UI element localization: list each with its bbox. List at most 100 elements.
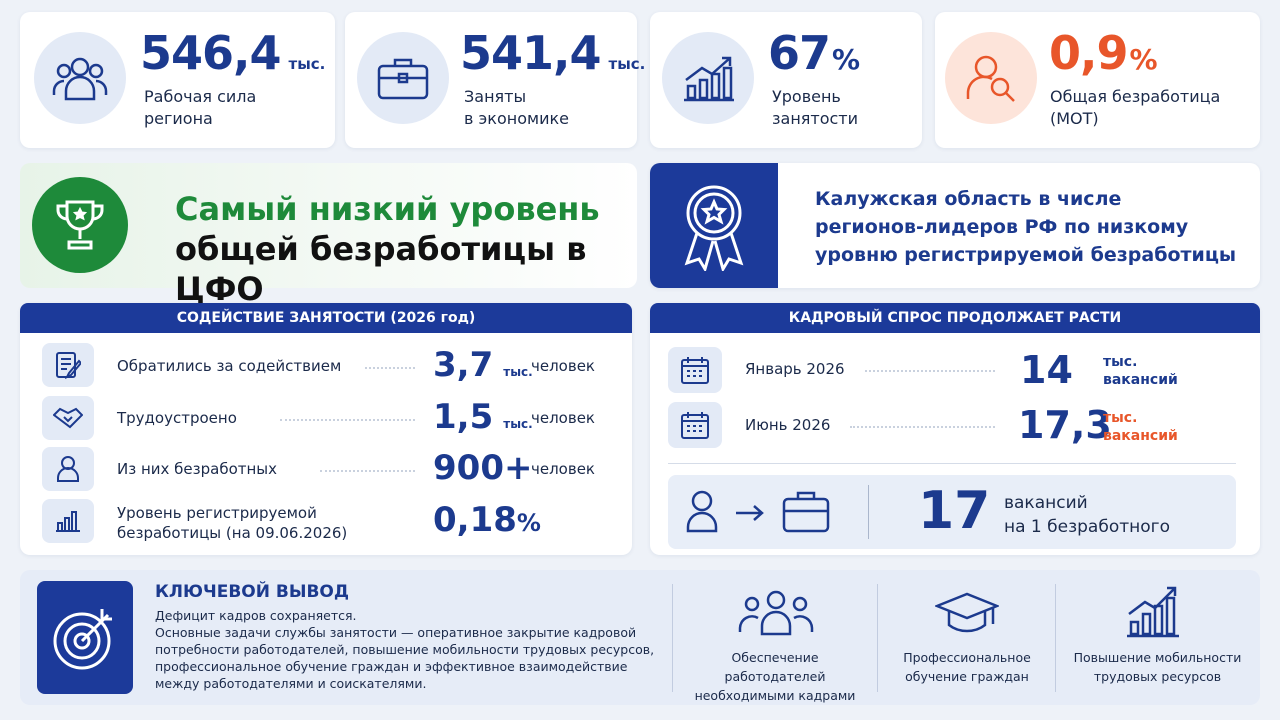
award-icon (650, 163, 778, 288)
row-value: 17,3 (1018, 403, 1112, 447)
dots (280, 419, 415, 421)
icon (42, 499, 94, 543)
row-unit: тыс. (1103, 354, 1138, 370)
panel-title: КАДРОВЫЙ СПРОС ПРОДОЛЖАЕТ РАСТИ (650, 303, 1260, 333)
row-unit: тыс. (503, 417, 533, 431)
banner-text: регионов-лидеров РФ по низкому (815, 216, 1189, 238)
panel: СОДЕЙСТВИЕ ЗАНЯТОСТИ (2026 год) Обратили… (20, 303, 632, 555)
panel: КАДРОВЫЙ СПРОС ПРОДОЛЖАЕТ РАСТИ Январь 2… (650, 303, 1260, 555)
row-suffix: человек (531, 409, 595, 427)
row-label: Обратились за содействием (117, 357, 342, 375)
stat-card: 0,9% Общая безработица (МОТ) (935, 12, 1260, 148)
row-unit: тыс. (1103, 410, 1138, 426)
stat-value: 67 (768, 26, 831, 80)
calendar-icon (668, 402, 722, 448)
icon (945, 32, 1037, 124)
ratio-value: 17 (918, 481, 991, 541)
ratio-icon (686, 490, 830, 533)
trophy-icon (32, 177, 128, 273)
stat-unit: тыс. (288, 55, 326, 73)
item-text: Обеспечение работодателей (724, 650, 826, 684)
stat-value: 546,4 (140, 26, 282, 80)
stat-card: 546,4 тыс. Рабочая сила региона (20, 12, 335, 148)
row-value: 900+ (433, 448, 533, 488)
banner-text: Самый низкий уровень (175, 190, 600, 228)
row-value: 1,5 (433, 397, 494, 437)
stat-value: 541,4 (460, 26, 602, 80)
banner: Калужская область в числе регионов-лидер… (650, 163, 1260, 288)
divider (877, 584, 878, 692)
conclusion-text: Основные задачи службы занятости — опера… (155, 625, 637, 640)
growth-icon (1127, 586, 1179, 638)
row-value: 0,18 (433, 500, 517, 540)
stat-caption: Рабочая сила (144, 87, 257, 106)
ratio-text: вакансий (1004, 493, 1088, 513)
dots (320, 470, 415, 472)
row-suffix: человек (531, 357, 595, 375)
icon (357, 32, 449, 124)
conclusion: КЛЮЧЕВОЙ ВЫВОД Дефицит кадров сохраняетс… (20, 570, 1260, 705)
banner: Самый низкий уровень общей безработицы в… (20, 163, 637, 308)
divider (672, 584, 673, 692)
icon (42, 396, 94, 440)
conclusion-title: КЛЮЧЕВОЙ ВЫВОД (155, 582, 349, 602)
stat-card: 541,4 тыс. Заняты в экономике (345, 12, 645, 148)
item-text: Профессиональное (903, 650, 1031, 665)
stat-caption: занятости (772, 109, 859, 128)
row-label: Июнь 2026 (745, 416, 831, 434)
stat-caption: Общая безработица (1050, 87, 1221, 106)
row-unit: тыс. (503, 365, 533, 379)
banner-text: Калужская область в числе (815, 188, 1122, 210)
conclusion-text: между работодателями и соискателями. (155, 676, 427, 691)
dots (365, 367, 415, 369)
dots (850, 426, 995, 428)
target-icon (37, 581, 133, 694)
education-icon (935, 592, 999, 633)
row-label: Из них безработных (117, 460, 278, 478)
stat-caption: региона (144, 109, 213, 128)
row-label: Январь 2026 (745, 360, 845, 378)
row-suffix: человек (531, 460, 595, 478)
item-text: необходимыми кадрами (694, 688, 856, 703)
conclusion-text: потребности работодателей, повышение моб… (155, 642, 655, 657)
icon (42, 343, 94, 387)
stat-unit: тыс. (608, 55, 646, 73)
stat-unit: % (832, 43, 861, 76)
team-icon (738, 590, 814, 636)
conclusion-text: профессиональное обучение граждан и эффе… (155, 659, 628, 674)
row-suffix: вакансий (1103, 428, 1178, 444)
banner-text: уровню регистрируемой безработицы (815, 244, 1237, 266)
ratio-text: на 1 безработного (1004, 517, 1170, 537)
divider (868, 485, 869, 539)
stat-caption: (МОТ) (1050, 109, 1099, 128)
stat-caption: Уровень (772, 87, 841, 106)
row-label: безработицы (на 09.06.2026) (117, 524, 348, 542)
dots (865, 370, 995, 372)
item-text: обучение граждан (905, 669, 1029, 684)
ratio-box: 17 вакансий на 1 безработного (668, 475, 1236, 549)
row-label: Уровень регистрируемой (117, 504, 317, 522)
row-value: 14 (1020, 348, 1073, 392)
stat-unit: % (1129, 43, 1158, 76)
row-label: Трудоустроено (117, 409, 237, 427)
divider (668, 463, 1236, 464)
stat-value: 0,9 (1049, 26, 1128, 80)
conclusion-lead: Дефицит кадров сохраняется. (155, 608, 357, 623)
row-unit: % (516, 509, 541, 537)
icon (662, 32, 754, 124)
icon (34, 32, 126, 124)
stat-caption: Заняты (464, 87, 527, 106)
icon (42, 447, 94, 491)
calendar-icon (668, 347, 722, 393)
row-suffix: вакансий (1103, 372, 1178, 388)
panel-title: СОДЕЙСТВИЕ ЗАНЯТОСТИ (2026 год) (20, 303, 632, 333)
banner-text: общей безработицы в ЦФО (175, 230, 587, 308)
item-text: Повышение мобильности (1073, 650, 1242, 665)
divider (1055, 584, 1056, 692)
item-text: трудовых ресурсов (1093, 669, 1222, 684)
stat-card: 67% Уровень занятости (650, 12, 922, 148)
row-value: 3,7 (433, 345, 494, 385)
stat-caption: в экономике (464, 109, 569, 128)
